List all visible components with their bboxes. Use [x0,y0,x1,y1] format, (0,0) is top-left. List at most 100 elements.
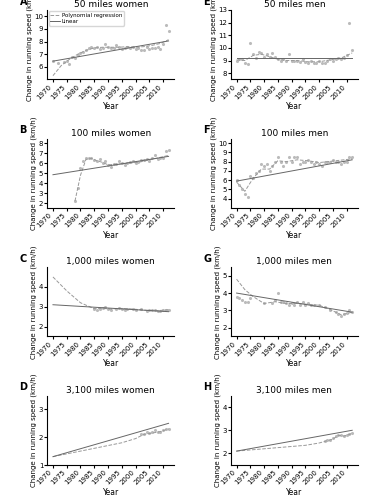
Point [305,300,311,308]
Point [322,158,327,166]
Point [308,56,314,64]
Point [91,156,97,164]
Point [146,429,152,437]
Point [316,160,322,168]
Point [69,52,75,60]
X-axis label: Year: Year [103,102,119,111]
Point [89,154,95,162]
Point [124,42,130,50]
Point [119,304,125,312]
Point [333,308,339,316]
Y-axis label: Change in running speed (km/h): Change in running speed (km/h) [215,245,221,358]
Point [83,154,89,162]
Point [146,158,152,166]
Point [322,303,327,311]
Title: 3,100 miles women: 3,100 miles women [66,386,155,395]
Point [344,158,350,166]
Point [311,59,316,67]
Point [319,59,325,67]
Point [338,312,344,320]
Point [132,160,138,168]
Point [61,58,67,66]
Point [324,436,330,444]
Point [166,425,172,433]
Title: 50 miles men: 50 miles men [264,0,325,9]
Point [234,56,239,64]
Point [346,18,352,26]
Title: 100 miles women: 100 miles women [71,128,151,138]
Point [138,46,144,54]
Text: B: B [20,125,27,135]
Point [163,148,169,156]
Point [138,304,144,312]
X-axis label: Year: Year [103,488,119,496]
Point [311,301,316,309]
Point [258,49,264,57]
Point [100,304,105,312]
Point [324,56,330,64]
Point [108,44,114,52]
Point [78,164,84,172]
Point [300,158,306,166]
Point [333,56,339,64]
Point [114,304,119,312]
Point [267,52,273,60]
Point [149,154,155,162]
Point [255,167,261,175]
Point [152,44,158,52]
Point [327,436,333,444]
Point [272,158,278,166]
Point [308,301,314,309]
Point [105,304,111,312]
Point [330,434,336,442]
Point [303,58,308,66]
Point [97,156,103,164]
Point [300,298,306,306]
Point [242,59,248,67]
Point [155,306,161,314]
Point [316,301,322,309]
Point [245,298,250,306]
Point [275,56,281,64]
Point [289,158,295,166]
Point [116,42,122,50]
Point [105,42,111,50]
Point [275,289,281,297]
Point [261,162,267,170]
Point [157,306,163,314]
Point [135,44,141,52]
Point [349,153,355,161]
Point [305,156,311,164]
Point [261,52,267,60]
Point [116,304,122,312]
Text: H: H [203,382,211,392]
Point [286,50,292,58]
Point [297,160,303,168]
Point [335,431,341,439]
Point [141,430,147,438]
Point [303,158,308,166]
Point [338,160,344,168]
Point [335,310,341,318]
Point [50,56,56,64]
Point [100,44,105,52]
Point [341,432,347,440]
Point [316,56,322,64]
Point [111,44,116,52]
X-axis label: Year: Year [286,488,303,496]
Point [114,42,119,50]
Point [89,42,95,50]
Point [258,160,264,168]
Point [138,430,144,438]
Point [155,156,161,164]
Point [245,60,250,68]
Point [100,160,105,168]
Point [108,306,114,314]
Point [160,306,166,314]
Point [327,306,333,314]
Point [272,52,278,60]
Point [245,193,250,201]
Point [119,160,125,168]
Point [163,306,169,314]
Point [280,162,286,170]
